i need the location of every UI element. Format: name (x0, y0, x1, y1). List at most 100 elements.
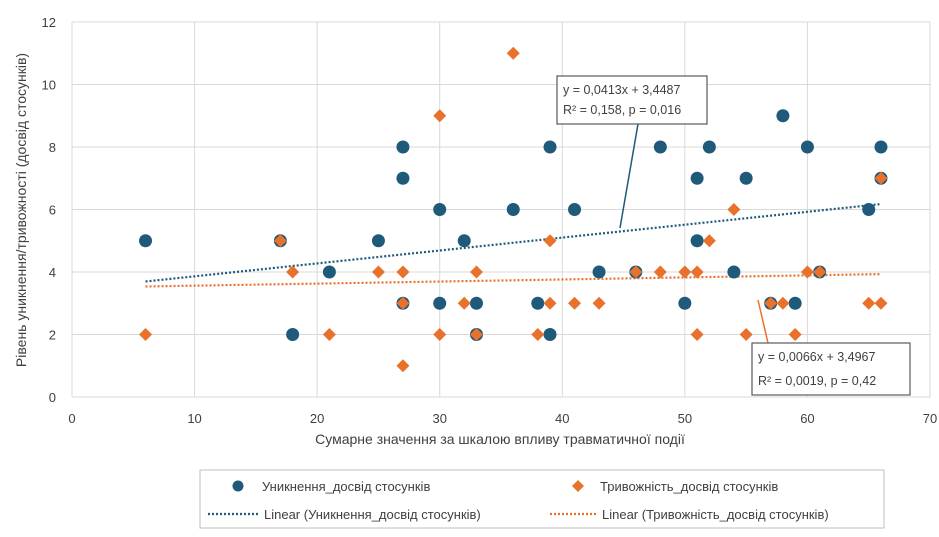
data-point-anxiety (800, 265, 814, 279)
data-point-anxiety (457, 296, 471, 310)
x-tick-label: 20 (310, 411, 324, 426)
y-tick-label: 0 (49, 390, 56, 405)
data-point-anxiety (286, 265, 300, 279)
data-point-avoidance (653, 140, 667, 154)
data-point-anxiety (396, 296, 410, 310)
x-tick-label: 0 (68, 411, 75, 426)
trendline-layer (145, 202, 882, 288)
data-point-avoidance (592, 265, 606, 279)
legend-trend-label-avoidance: Linear (Уникнення_досвід стосунків) (264, 507, 481, 522)
data-point-anxiety (690, 265, 704, 279)
y-tick-label: 2 (49, 328, 56, 343)
data-point-anxiety (543, 234, 557, 248)
legend-trend-label-anxiety: Linear (Тривожність_досвід стосунків) (602, 507, 829, 522)
data-point-anxiety (874, 296, 888, 310)
data-point-anxiety (727, 203, 741, 216)
legend-label-anxiety: Тривожність_досвід стосунків (600, 479, 778, 494)
data-point-anxiety (371, 265, 385, 279)
y-tick-label: 6 (49, 203, 56, 218)
data-point-avoidance (776, 109, 790, 123)
data-point-anxiety (273, 234, 287, 248)
data-point-avoidance (433, 296, 447, 310)
equation-stats-text-anxiety: R² = 0,0019, p = 0,42 (758, 374, 876, 388)
data-point-avoidance (800, 140, 814, 154)
data-point-anxiety (690, 328, 704, 341)
data-point-avoidance (396, 140, 410, 154)
data-point-anxiety (139, 328, 153, 341)
data-point-anxiety (874, 171, 888, 185)
data-point-anxiety (776, 296, 790, 310)
data-point-avoidance (568, 203, 582, 216)
data-point-anxiety (629, 265, 643, 279)
y-tick-label: 10 (42, 78, 56, 93)
data-point-avoidance (739, 171, 753, 185)
data-point-anxiety (702, 234, 716, 248)
data-point-avoidance (371, 234, 385, 248)
x-tick-label: 10 (187, 411, 201, 426)
data-point-avoidance (396, 171, 410, 185)
data-point-anxiety (788, 328, 802, 341)
x-tick-label: 50 (678, 411, 692, 426)
data-point-avoidance (727, 265, 741, 279)
data-point-avoidance (862, 203, 876, 216)
data-point-anxiety (506, 46, 520, 60)
equation-leader-anxiety (757, 299, 769, 344)
x-axis-label: Сумарне значення за шкалою впливу травма… (315, 431, 685, 447)
data-point-avoidance (457, 234, 471, 248)
data-point-avoidance (702, 140, 716, 154)
x-tick-label: 40 (555, 411, 569, 426)
data-point-avoidance (322, 265, 336, 279)
equation-stats-text-avoidance: R² = 0,158, p = 0,016 (563, 103, 681, 117)
x-tick-label: 60 (800, 411, 814, 426)
data-point-anxiety (862, 296, 876, 310)
trendline-avoidance (145, 202, 882, 283)
y-axis-label: Рівень уникнення/тривожності (досвід сто… (13, 53, 29, 367)
legend-marker-anxiety (572, 480, 584, 492)
axis-layer: Сумарне значення за шкалою впливу травма… (13, 15, 937, 447)
data-point-anxiety (678, 265, 692, 279)
y-tick-label: 4 (49, 265, 56, 280)
equation-equation-text-anxiety: y = 0,0066x + 3,4967 (758, 350, 876, 364)
data-point-anxiety (433, 109, 447, 123)
data-point-layer (139, 46, 888, 373)
legend-marker-avoidance (232, 480, 244, 492)
equation-leader-avoidance (619, 123, 639, 229)
y-tick-label: 12 (42, 15, 56, 30)
data-point-avoidance (690, 234, 704, 248)
data-point-anxiety (322, 328, 336, 341)
data-point-avoidance (543, 328, 557, 341)
data-point-avoidance (543, 140, 557, 154)
data-point-anxiety (396, 265, 410, 279)
legend-label-avoidance: Уникнення_досвід стосунків (262, 479, 430, 494)
data-point-avoidance (788, 296, 802, 310)
equation-box-anxiety (751, 342, 911, 396)
data-point-anxiety (653, 265, 667, 279)
data-point-avoidance (874, 140, 888, 154)
y-tick-label: 8 (49, 140, 56, 155)
x-tick-label: 30 (432, 411, 446, 426)
data-point-avoidance (690, 171, 704, 185)
grid-layer (71, 21, 931, 398)
data-point-anxiety (739, 328, 753, 341)
annotation-layer: y = 0,0413x + 3,4487 R² = 0,158, p = 0,01… (556, 75, 911, 396)
data-point-avoidance (286, 328, 300, 341)
data-point-anxiety (396, 359, 410, 373)
data-point-avoidance (433, 203, 447, 216)
data-point-anxiety (543, 296, 557, 310)
legend-box (199, 469, 885, 529)
data-point-anxiety (469, 328, 483, 341)
legend: Уникнення_досвід стосунків Тривожність_до… (199, 469, 885, 529)
data-point-anxiety (764, 296, 778, 310)
trendline-anxiety (145, 273, 881, 288)
data-point-anxiety (592, 296, 606, 310)
data-point-anxiety (433, 328, 447, 341)
data-point-anxiety (813, 265, 827, 279)
data-point-avoidance (469, 296, 483, 310)
data-point-avoidance (678, 296, 692, 310)
x-tick-label: 70 (923, 411, 937, 426)
data-point-avoidance (139, 234, 153, 248)
data-point-avoidance (531, 296, 545, 310)
equation-equation-text-avoidance: y = 0,0413x + 3,4487 (563, 83, 681, 97)
